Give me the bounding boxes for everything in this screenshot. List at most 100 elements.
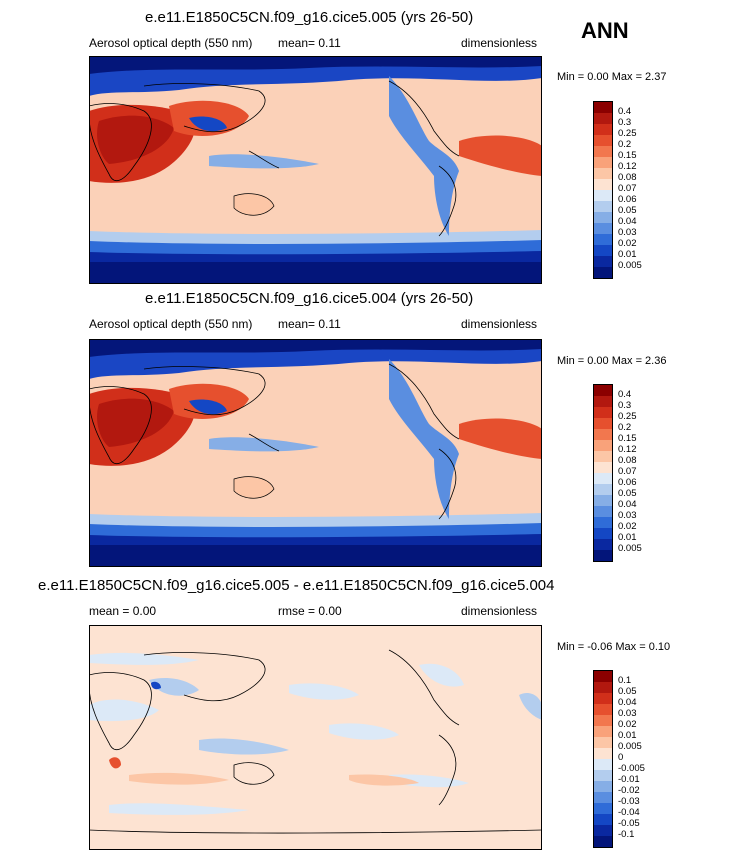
colorbar-box	[594, 407, 612, 418]
colorbar-label: 0.01	[618, 532, 637, 543]
colorbar-box	[594, 234, 612, 245]
panel1-variable: Aerosol optical depth (550 nm)	[89, 36, 253, 50]
colorbar-label: -0.1	[618, 829, 635, 840]
colorbar-box	[594, 473, 612, 484]
colorbar-label: 0.12	[618, 444, 637, 455]
panel1-mean: mean= 0.11	[278, 36, 341, 50]
colorbar-box	[594, 168, 612, 179]
colorbar-box	[594, 179, 612, 190]
colorbar-box	[594, 770, 612, 781]
colorbar-label: 0.25	[618, 411, 637, 422]
colorbar-label: 0.15	[618, 150, 637, 161]
colorbar-label: 0.02	[618, 238, 637, 249]
colorbar-label: -0.005	[618, 763, 645, 774]
colorbar-box	[594, 256, 612, 267]
colorbar-label: -0.01	[618, 774, 640, 785]
colorbar-label: 0.08	[618, 172, 637, 183]
colorbar-label: 0.2	[618, 139, 632, 150]
colorbar-box	[594, 803, 612, 814]
colorbar-box	[594, 781, 612, 792]
panel3-colorbar	[593, 670, 613, 848]
colorbar-box	[594, 245, 612, 256]
colorbar-box	[594, 671, 612, 682]
colorbar-label: 0.03	[618, 708, 637, 719]
colorbar-label: 0.01	[618, 730, 637, 741]
colorbar-box	[594, 550, 612, 561]
panel1-minmax: Min = 0.00 Max = 2.37	[557, 71, 667, 83]
panel2-map	[89, 339, 542, 567]
colorbar-box	[594, 528, 612, 539]
colorbar-label: 0.06	[618, 477, 637, 488]
colorbar-box	[594, 506, 612, 517]
colorbar-label: 0.005	[618, 260, 642, 271]
colorbar-label: 0.02	[618, 719, 637, 730]
panel2-title: e.e11.E1850C5CN.f09_g16.cice5.004 (yrs 2…	[145, 290, 474, 307]
colorbar-label: 0.4	[618, 389, 632, 400]
colorbar-label: -0.02	[618, 785, 640, 796]
panel3-rmse: rmse = 0.00	[278, 604, 342, 618]
colorbar-box	[594, 223, 612, 234]
colorbar-box	[594, 146, 612, 157]
colorbar-label: 0	[618, 752, 624, 763]
colorbar-box	[594, 102, 612, 113]
colorbar-box	[594, 517, 612, 528]
colorbar-box	[594, 682, 612, 693]
colorbar-label: 0.03	[618, 510, 637, 521]
colorbar-label: 0.12	[618, 161, 637, 172]
colorbar-label: 0.15	[618, 433, 637, 444]
colorbar-box	[594, 814, 612, 825]
colorbar-label: 0.1	[618, 675, 632, 686]
colorbar-label: 0.3	[618, 400, 632, 411]
colorbar-label: 0.05	[618, 488, 637, 499]
panel3-title: e.e11.E1850C5CN.f09_g16.cice5.005 - e.e1…	[38, 577, 555, 594]
colorbar-label: -0.04	[618, 807, 640, 818]
colorbar-box	[594, 396, 612, 407]
colorbar-box	[594, 484, 612, 495]
colorbar-label: 0.03	[618, 227, 637, 238]
colorbar-box	[594, 190, 612, 201]
panel3-mean: mean = 0.00	[89, 604, 157, 618]
panel2-units: dimensionless	[461, 317, 538, 331]
colorbar-box	[594, 157, 612, 168]
colorbar-label: 0.4	[618, 106, 632, 117]
colorbar-label: -0.05	[618, 818, 640, 829]
colorbar-label: 0.005	[618, 543, 642, 554]
colorbar-label: -0.03	[618, 796, 640, 807]
panel3-units: dimensionless	[461, 604, 538, 618]
colorbar-box	[594, 539, 612, 550]
colorbar-label: 0.07	[618, 466, 637, 477]
panel2-minmax: Min = 0.00 Max = 2.36	[557, 355, 667, 367]
colorbar-box	[594, 440, 612, 451]
panel3-map	[89, 625, 542, 850]
panel1-units: dimensionless	[461, 36, 538, 50]
colorbar-box	[594, 201, 612, 212]
colorbar-label: 0.08	[618, 455, 637, 466]
colorbar-box	[594, 418, 612, 429]
panel1-title: e.e11.E1850C5CN.f09_g16.cice5.005 (yrs 2…	[145, 9, 474, 26]
colorbar-label: 0.2	[618, 422, 632, 433]
colorbar-label: 0.04	[618, 697, 637, 708]
colorbar-box	[594, 715, 612, 726]
colorbar-label: 0.25	[618, 128, 637, 139]
colorbar-label: 0.3	[618, 117, 632, 128]
colorbar-box	[594, 726, 612, 737]
colorbar-box	[594, 825, 612, 836]
colorbar-label: 0.04	[618, 499, 637, 510]
colorbar-box	[594, 836, 612, 847]
colorbar-box	[594, 792, 612, 803]
panel3-minmax: Min = -0.06 Max = 0.10	[557, 641, 671, 653]
season-label: ANN	[581, 18, 629, 43]
colorbar-box	[594, 704, 612, 715]
colorbar-box	[594, 451, 612, 462]
colorbar-box	[594, 113, 612, 124]
colorbar-label: 0.07	[618, 183, 637, 194]
colorbar-box	[594, 462, 612, 473]
colorbar-box	[594, 759, 612, 770]
colorbar-box	[594, 385, 612, 396]
colorbar-box	[594, 737, 612, 748]
panel2-colorbar	[593, 384, 613, 562]
colorbar-box	[594, 212, 612, 223]
colorbar-label: 0.02	[618, 521, 637, 532]
colorbar-box	[594, 267, 612, 278]
panel1-map	[89, 56, 542, 284]
